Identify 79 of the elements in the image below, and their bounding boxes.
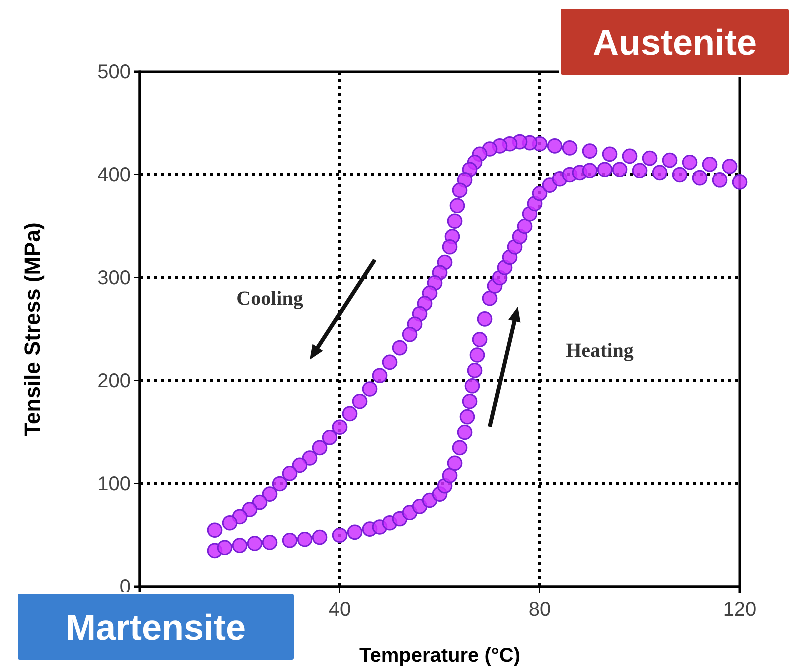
point — [702, 157, 718, 172]
point — [242, 502, 258, 518]
point — [347, 524, 363, 540]
point — [642, 150, 658, 166]
point — [302, 450, 318, 466]
point — [457, 424, 473, 440]
point — [442, 468, 458, 484]
x-axis-title: Temperature (°C) — [360, 645, 520, 667]
point — [612, 162, 628, 178]
point — [332, 528, 348, 544]
point — [447, 456, 463, 472]
y-tick-label: 200 — [98, 370, 131, 392]
point — [342, 406, 358, 422]
point — [450, 198, 466, 214]
point — [477, 312, 493, 327]
y-tick-label: 100 — [98, 473, 131, 496]
x-tick-label: 120 — [723, 599, 757, 621]
point — [372, 368, 388, 384]
point — [582, 144, 598, 159]
point — [602, 146, 618, 162]
point — [282, 533, 298, 548]
point — [442, 239, 458, 255]
point — [672, 167, 688, 183]
point — [447, 214, 463, 229]
point — [272, 476, 288, 492]
y-tick-label: 300 — [98, 267, 131, 290]
point — [207, 522, 223, 538]
point — [382, 354, 398, 370]
point — [217, 540, 233, 556]
point — [582, 163, 598, 179]
x-tick-label: 80 — [528, 599, 552, 621]
point — [470, 348, 486, 363]
text: Martensite — [66, 607, 246, 648]
point — [597, 162, 613, 178]
point — [562, 140, 578, 156]
x-tick-label: 40 — [328, 599, 352, 621]
point — [247, 536, 263, 552]
point — [452, 182, 468, 198]
point — [402, 327, 418, 342]
y-axis-title: Tensile Stress (MPa) — [20, 222, 45, 436]
point — [464, 378, 480, 394]
point — [662, 152, 678, 168]
point — [252, 494, 268, 510]
point — [722, 159, 738, 174]
point — [312, 530, 328, 546]
annotation: Cooling — [236, 288, 304, 310]
point — [532, 186, 548, 202]
point — [712, 172, 728, 188]
point — [460, 409, 476, 425]
point — [682, 154, 698, 170]
point — [262, 535, 278, 550]
annotation: Heating — [566, 340, 634, 362]
point — [362, 382, 378, 397]
point — [292, 458, 308, 474]
point — [467, 363, 483, 378]
point — [692, 170, 708, 186]
point — [232, 538, 248, 554]
point — [312, 440, 328, 456]
point — [392, 340, 408, 356]
y-tick-label: 500 — [98, 61, 131, 84]
point — [322, 430, 338, 446]
text: Austenite — [592, 22, 758, 63]
point — [262, 486, 278, 502]
point — [517, 218, 533, 234]
point — [332, 420, 348, 435]
y-tick-label: 400 — [98, 164, 131, 186]
point — [622, 148, 638, 164]
point — [282, 466, 298, 482]
point — [482, 290, 498, 306]
point — [297, 532, 313, 548]
point — [352, 394, 368, 410]
point — [462, 394, 478, 410]
point — [652, 165, 668, 181]
point — [472, 332, 488, 348]
point — [632, 163, 648, 179]
point — [732, 174, 748, 190]
point — [222, 515, 238, 531]
point — [547, 138, 563, 154]
point — [452, 440, 468, 456]
